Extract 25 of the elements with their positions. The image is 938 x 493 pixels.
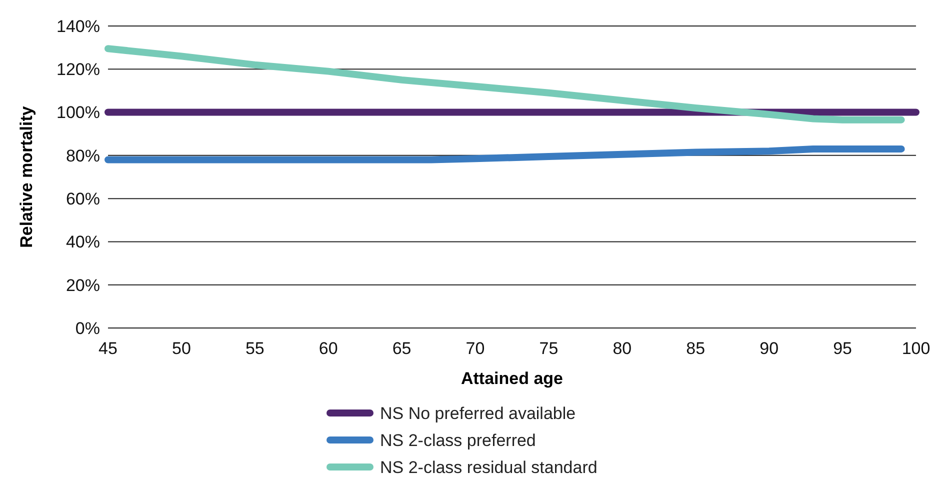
x-tick-label: 65 (392, 339, 412, 358)
x-tick-label: 95 (833, 339, 852, 358)
legend-label: NS No preferred available (380, 404, 576, 423)
x-tick-label: 60 (318, 339, 338, 358)
y-tick-label: 80% (66, 146, 100, 166)
y-tick-label: 0% (75, 318, 100, 338)
y-tick-label: 120% (56, 60, 100, 80)
y-axis-title: Relative mortality (17, 106, 36, 248)
y-tick-label: 140% (56, 16, 100, 36)
y-tick-label: 100% (56, 103, 100, 122)
x-axis-title: Attained age (460, 369, 564, 388)
legend-label: NS 2-class preferred (380, 430, 536, 450)
x-tick-label: 75 (539, 339, 558, 358)
x-tick-label: 45 (98, 339, 118, 358)
x-tick-label: 90 (760, 339, 779, 358)
x-tick-label: 100 (902, 339, 930, 358)
legend-label: NS 2-class residual standard (380, 458, 598, 477)
y-tick-label: 60% (66, 190, 100, 209)
y-tick-label: 20% (66, 276, 100, 295)
x-tick-label: 85 (686, 339, 706, 358)
x-tick-label: 55 (245, 339, 264, 358)
x-tick-label: 70 (466, 339, 485, 358)
x-tick-label: 80 (612, 339, 632, 358)
y-tick-label: 40% (66, 232, 100, 252)
x-tick-label: 50 (172, 339, 191, 358)
